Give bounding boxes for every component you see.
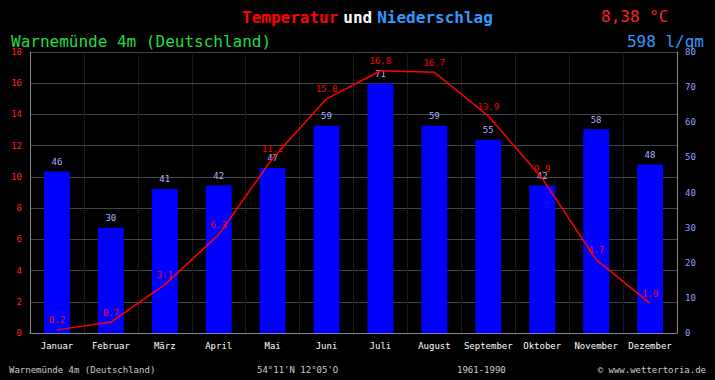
svg-text:60: 60 bbox=[685, 117, 696, 127]
svg-text:48: 48 bbox=[645, 150, 656, 160]
svg-text:20: 20 bbox=[685, 258, 696, 268]
svg-text:10: 10 bbox=[11, 172, 22, 182]
svg-text:6: 6 bbox=[17, 234, 22, 244]
svg-text:März: März bbox=[154, 341, 176, 351]
svg-text:April: April bbox=[205, 341, 232, 351]
svg-text:42: 42 bbox=[213, 171, 224, 181]
svg-text:59: 59 bbox=[429, 111, 440, 121]
svg-text:1.9: 1.9 bbox=[642, 289, 658, 299]
svg-text:0: 0 bbox=[17, 328, 22, 338]
svg-text:598 l/qm: 598 l/qm bbox=[627, 32, 704, 51]
svg-text:13.9: 13.9 bbox=[477, 102, 499, 112]
svg-text:Warnemünde 4m (Deutschland): Warnemünde 4m (Deutschland) bbox=[11, 32, 271, 51]
svg-text:September: September bbox=[464, 341, 513, 351]
svg-text:6.3: 6.3 bbox=[211, 220, 227, 230]
svg-text:16: 16 bbox=[11, 78, 22, 88]
svg-text:11.2: 11.2 bbox=[262, 144, 284, 154]
svg-text:14: 14 bbox=[11, 109, 22, 119]
svg-text:November: November bbox=[574, 341, 618, 351]
svg-text:Februar: Februar bbox=[92, 341, 131, 351]
svg-text:12: 12 bbox=[11, 141, 22, 151]
svg-text:Juli: Juli bbox=[370, 341, 392, 351]
svg-text:Mai: Mai bbox=[264, 341, 280, 351]
svg-text:30: 30 bbox=[685, 223, 696, 233]
svg-text:50: 50 bbox=[685, 152, 696, 162]
svg-text:16.8: 16.8 bbox=[370, 56, 392, 66]
svg-text:47: 47 bbox=[267, 153, 278, 164]
svg-text:59: 59 bbox=[321, 111, 332, 121]
svg-text:15.0: 15.0 bbox=[316, 84, 338, 94]
svg-text:1961-1990: 1961-1990 bbox=[457, 365, 506, 375]
svg-text:4.7: 4.7 bbox=[588, 245, 604, 255]
svg-text:Dezember: Dezember bbox=[628, 341, 672, 351]
svg-text:55: 55 bbox=[483, 125, 494, 135]
svg-text:Oktober: Oktober bbox=[523, 341, 562, 351]
svg-text:© www.wettertoria.de: © www.wettertoria.de bbox=[598, 365, 706, 375]
svg-text:0.7: 0.7 bbox=[103, 308, 119, 318]
svg-text:2: 2 bbox=[17, 297, 22, 307]
svg-text:30: 30 bbox=[105, 213, 116, 223]
svg-text:3.1: 3.1 bbox=[157, 270, 173, 280]
svg-text:58: 58 bbox=[591, 115, 602, 125]
svg-text:10: 10 bbox=[685, 293, 696, 303]
svg-text:46: 46 bbox=[52, 157, 63, 167]
svg-text:71: 71 bbox=[375, 69, 386, 80]
svg-text:41: 41 bbox=[159, 174, 170, 184]
svg-text:4: 4 bbox=[17, 266, 22, 276]
svg-text:Temperatur: Temperatur bbox=[242, 8, 338, 27]
svg-text:54°11'N 12°05'O: 54°11'N 12°05'O bbox=[257, 365, 338, 375]
svg-text:16.7: 16.7 bbox=[424, 58, 446, 68]
svg-text:August: August bbox=[418, 341, 451, 351]
svg-text:und: und bbox=[343, 8, 372, 27]
svg-text:80: 80 bbox=[685, 47, 696, 57]
svg-text:18: 18 bbox=[11, 47, 22, 57]
svg-text:8: 8 bbox=[17, 203, 22, 213]
svg-text:0.2: 0.2 bbox=[49, 315, 65, 325]
svg-text:70: 70 bbox=[685, 82, 696, 92]
svg-text:8,38 °C: 8,38 °C bbox=[601, 7, 668, 26]
svg-text:Niederschlag: Niederschlag bbox=[377, 8, 493, 27]
svg-text:Warnemünde 4m (Deutschland): Warnemünde 4m (Deutschland) bbox=[9, 365, 155, 375]
svg-text:0: 0 bbox=[685, 328, 690, 338]
svg-text:40: 40 bbox=[685, 188, 696, 198]
svg-text:Juni: Juni bbox=[316, 341, 338, 351]
svg-text:9.9: 9.9 bbox=[534, 164, 550, 174]
svg-text:Januar: Januar bbox=[41, 341, 74, 351]
